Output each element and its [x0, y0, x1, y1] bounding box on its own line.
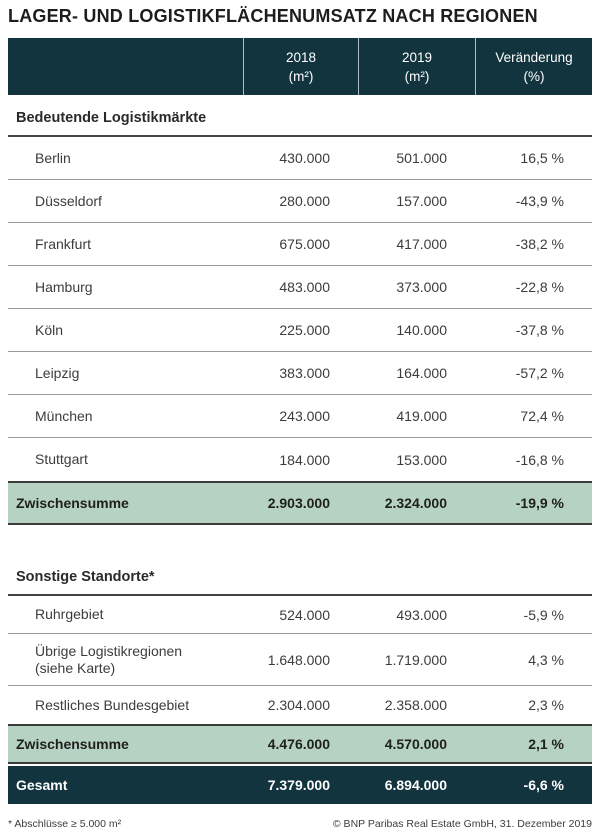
column-header-change-label: Veränderung [495, 49, 573, 65]
subtotal-label: Zwischensumme [16, 494, 129, 511]
section-header-major-markets: Bedeutende Logistikmärkte [8, 95, 592, 137]
table-row-koeln: Köln 225.000 140.000 -37,8 % [8, 309, 592, 352]
table-row-ruhrgebiet: Ruhrgebiet 524.000 493.000 -5,9 % [8, 596, 592, 634]
region-name-cell: Ruhrgebiet [35, 606, 104, 622]
change-cell: -6,6 % [523, 777, 564, 793]
figure-footer: * Abschlüsse ≥ 5.000 m² © BNP Paribas Re… [8, 818, 592, 830]
region-name-line2: (siehe Karte) [35, 659, 116, 676]
value-2018-cell: 483.000 [279, 279, 330, 295]
total-row: Gesamt 7.379.000 6.894.000 -6,6 % [8, 766, 592, 804]
change-cell: -5,9 % [523, 606, 564, 623]
value-2019-cell: 417.000 [396, 236, 447, 252]
column-header-2018-year: 2018 [285, 49, 317, 65]
value-2019-cell: 157.000 [396, 193, 447, 209]
value-2018-cell: 4.476.000 [267, 736, 330, 752]
change-cell: -19,9 % [515, 495, 564, 511]
change-cell: 16,5 % [520, 150, 564, 166]
column-header-change-unit: (%) [523, 68, 545, 84]
column-header-2019-unit: (m²) [404, 68, 430, 84]
table-row-uebrige-logistikregionen: Übrige Logistikregionen (siehe Karte) 1.… [8, 634, 592, 686]
change-cell: 4,3 % [528, 651, 564, 668]
table-header: 2018 (m²) 2019 (m²) Veränderung (%) [8, 38, 592, 95]
value-2018-cell: 280.000 [279, 193, 330, 209]
region-name-cell: Übrige Logistikregionen (siehe Karte) [8, 643, 243, 677]
value-2018-cell: 2.903.000 [267, 495, 330, 511]
page-title: LAGER- UND LOGISTIKFLÄCHENUMSATZ NACH RE… [8, 6, 538, 26]
table-row-hamburg: Hamburg 483.000 373.000 -22,8 % [8, 266, 592, 309]
table-row-duesseldorf: Düsseldorf 280.000 157.000 -43,9 % [8, 180, 592, 223]
value-2019-cell: 164.000 [396, 365, 447, 381]
section-rows-other-locations: Ruhrgebiet 524.000 493.000 -5,9 % Übrige… [8, 596, 592, 724]
column-header-2018: 2018 (m²) [243, 38, 358, 95]
table-row-leipzig: Leipzig 383.000 164.000 -57,2 % [8, 352, 592, 395]
region-name-cell: Stuttgart [35, 451, 88, 467]
value-2019-cell: 493.000 [396, 606, 447, 623]
header-region-spacer [8, 38, 243, 95]
table-row-stuttgart: Stuttgart 184.000 153.000 -16,8 % [8, 438, 592, 481]
value-2019-cell: 2.324.000 [384, 495, 447, 511]
value-2018-cell: 383.000 [279, 365, 330, 381]
value-2018-cell: 1.648.000 [267, 651, 330, 668]
table-row-berlin: Berlin 430.000 501.000 16,5 % [8, 137, 592, 180]
value-2018-cell: 184.000 [279, 451, 330, 468]
value-2019-cell: 2.358.000 [384, 697, 447, 713]
value-2019-cell: 373.000 [396, 279, 447, 295]
subtotal-row-major-markets: Zwischensumme 2.903.000 2.324.000 -19,9 … [8, 481, 592, 525]
value-2019-cell: 153.000 [396, 451, 447, 468]
region-name-cell: Hamburg [35, 278, 93, 295]
region-name-cell: Berlin [35, 149, 71, 166]
value-2019-cell: 501.000 [396, 150, 447, 166]
change-cell: -37,8 % [515, 322, 564, 338]
value-2018-cell: 243.000 [279, 408, 330, 424]
change-cell: -38,2 % [515, 236, 564, 252]
table-row-frankfurt: Frankfurt 675.000 417.000 -38,2 % [8, 223, 592, 266]
region-name-cell: Frankfurt [35, 235, 92, 252]
region-name-cell: Köln [35, 321, 64, 338]
region-name-line1: Übrige Logistikregionen [35, 642, 183, 659]
region-name-cell: Düsseldorf [35, 192, 102, 209]
column-header-2018-unit: (m²) [288, 68, 314, 84]
column-header-change: Veränderung (%) [475, 38, 592, 95]
section-rows-major-markets: Berlin 430.000 501.000 16,5 % Düsseldorf… [8, 137, 592, 481]
footnote: * Abschlüsse ≥ 5.000 m² [8, 818, 122, 830]
region-name-cell: Leipzig [35, 364, 80, 381]
value-2019-cell: 4.570.000 [384, 736, 447, 752]
region-name-cell: München [35, 407, 93, 424]
change-cell: -43,9 % [515, 193, 564, 209]
subtotal-row-other-locations: Zwischensumme 4.476.000 4.570.000 2,1 % [8, 724, 592, 764]
change-cell: -57,2 % [515, 365, 564, 381]
total-label: Gesamt [16, 776, 68, 793]
change-cell: 2,3 % [528, 697, 564, 713]
source-credit: © BNP Paribas Real Estate GmbH, 31. Deze… [332, 818, 592, 830]
value-2018-cell: 524.000 [279, 606, 330, 623]
table-row-muenchen: München 243.000 419.000 72,4 % [8, 395, 592, 438]
value-2018-cell: 225.000 [279, 322, 330, 338]
value-2019-cell: 6.894.000 [384, 777, 447, 793]
value-2019-cell: 1.719.000 [384, 651, 447, 668]
change-cell: -16,8 % [515, 451, 564, 468]
value-2019-cell: 419.000 [396, 408, 447, 424]
change-cell: 2,1 % [528, 736, 564, 752]
change-cell: 72,4 % [520, 408, 564, 424]
column-header-2019: 2019 (m²) [358, 38, 475, 95]
value-2018-cell: 430.000 [279, 150, 330, 166]
value-2018-cell: 7.379.000 [267, 777, 330, 793]
column-header-2019-year: 2019 [401, 49, 433, 65]
value-2018-cell: 675.000 [279, 236, 330, 252]
region-name-cell: Restliches Bundesgebiet [35, 696, 190, 713]
section-header-other-locations: Sonstige Standorte* [8, 561, 592, 596]
subtotal-label: Zwischensumme [16, 735, 129, 752]
change-cell: -22,8 % [515, 279, 564, 295]
value-2019-cell: 140.000 [396, 322, 447, 338]
value-2018-cell: 2.304.000 [267, 697, 330, 713]
table-row-restliches-bundesgebiet: Restliches Bundesgebiet 2.304.000 2.358.… [8, 686, 592, 724]
